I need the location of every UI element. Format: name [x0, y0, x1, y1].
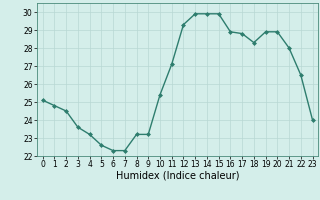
X-axis label: Humidex (Indice chaleur): Humidex (Indice chaleur): [116, 171, 239, 181]
